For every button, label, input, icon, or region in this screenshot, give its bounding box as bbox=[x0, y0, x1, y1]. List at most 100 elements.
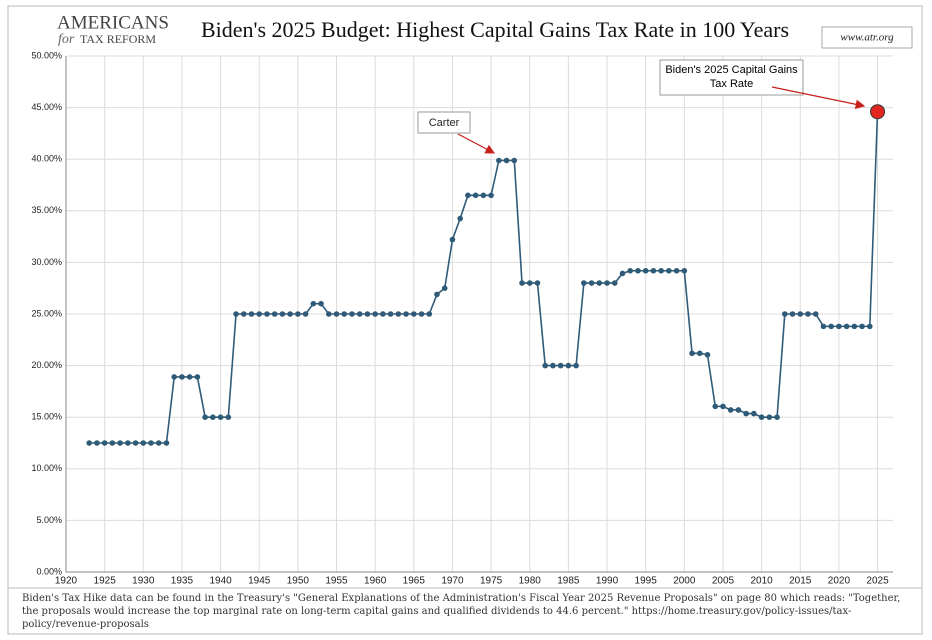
point bbox=[325, 311, 332, 317]
point bbox=[387, 311, 394, 317]
point bbox=[434, 291, 440, 298]
point bbox=[125, 440, 131, 446]
point bbox=[210, 414, 216, 421]
annotation-box bbox=[659, 59, 804, 96]
point bbox=[171, 374, 178, 380]
point bbox=[287, 311, 293, 317]
y-tick-label: 20.00% bbox=[31, 360, 62, 370]
point bbox=[179, 374, 185, 380]
point bbox=[658, 267, 664, 274]
point bbox=[496, 157, 502, 164]
point bbox=[109, 440, 116, 446]
y-tick-label: 15.00% bbox=[31, 412, 62, 422]
point bbox=[712, 403, 719, 410]
point bbox=[727, 407, 734, 413]
x-tick-label: 2010 bbox=[750, 576, 773, 587]
annotation-arrow bbox=[457, 133, 496, 154]
point bbox=[132, 440, 139, 446]
connector-line bbox=[869, 111, 879, 327]
highlight-label: Biden's 2025 Capital Gains Tax Rate bbox=[665, 64, 798, 90]
point bbox=[588, 280, 595, 286]
point bbox=[163, 440, 170, 446]
point bbox=[681, 267, 688, 274]
point bbox=[828, 323, 834, 330]
point bbox=[635, 267, 641, 274]
x-tick-label: 1990 bbox=[596, 576, 619, 587]
point bbox=[673, 267, 680, 274]
point bbox=[295, 311, 301, 317]
x-tick-label: 1980 bbox=[519, 576, 542, 587]
point bbox=[356, 311, 363, 317]
point bbox=[519, 280, 525, 286]
y-tick-label: 25.00% bbox=[31, 308, 62, 318]
point bbox=[696, 350, 703, 357]
point bbox=[511, 157, 518, 164]
annotation-box bbox=[417, 111, 471, 134]
point bbox=[789, 311, 796, 317]
point bbox=[604, 280, 610, 286]
point bbox=[774, 414, 780, 421]
point bbox=[465, 192, 471, 199]
x-tick-label: 1940 bbox=[209, 576, 232, 587]
x-tick-label: 1985 bbox=[557, 576, 580, 587]
point bbox=[318, 300, 324, 307]
x-tick-label: 1920 bbox=[55, 576, 78, 587]
highlight-point bbox=[870, 104, 886, 120]
point bbox=[735, 407, 742, 413]
point bbox=[364, 311, 371, 317]
point bbox=[619, 270, 626, 277]
point bbox=[573, 362, 579, 369]
x-tick-label: 2015 bbox=[789, 576, 812, 587]
point bbox=[411, 311, 417, 317]
point bbox=[526, 280, 533, 286]
point bbox=[372, 311, 378, 317]
point bbox=[86, 440, 92, 446]
point bbox=[117, 440, 123, 446]
point bbox=[418, 311, 425, 317]
point bbox=[797, 311, 804, 317]
point bbox=[225, 414, 232, 421]
point bbox=[550, 362, 556, 369]
y-tick-label: 0.00% bbox=[36, 566, 62, 576]
point bbox=[503, 157, 510, 164]
x-tick-label: 1945 bbox=[248, 576, 271, 587]
point bbox=[542, 362, 548, 369]
series-line bbox=[89, 159, 870, 444]
point bbox=[758, 414, 765, 421]
y-tick-label: 5.00% bbox=[36, 515, 62, 525]
y-tick-label: 45.00% bbox=[31, 102, 62, 112]
point bbox=[766, 414, 773, 421]
y-tick-label: 35.00% bbox=[31, 205, 62, 215]
point bbox=[805, 311, 811, 317]
x-tick-label: 1935 bbox=[171, 576, 194, 587]
annotation: Carter bbox=[429, 117, 460, 129]
annotation-arrow bbox=[771, 86, 866, 110]
point bbox=[851, 323, 858, 330]
point bbox=[565, 362, 572, 369]
point bbox=[155, 440, 162, 446]
y-tick-label: 40.00% bbox=[31, 154, 62, 164]
chart-title: Biden's 2025 Budget: Highest Capital Gai… bbox=[201, 17, 789, 42]
website: www.atr.org bbox=[840, 32, 894, 44]
point bbox=[596, 280, 603, 286]
point bbox=[302, 311, 309, 317]
point bbox=[781, 311, 788, 317]
point bbox=[380, 311, 386, 317]
point bbox=[256, 311, 263, 317]
point bbox=[186, 374, 193, 380]
x-tick-label: 1975 bbox=[480, 576, 503, 587]
point bbox=[457, 215, 463, 222]
point bbox=[836, 323, 842, 330]
point bbox=[743, 410, 749, 417]
logo-text: AMERICANS bbox=[57, 12, 169, 33]
footnote: Biden's Tax Hike data can be found in th… bbox=[22, 593, 901, 630]
point bbox=[557, 362, 564, 369]
x-tick-label: 1960 bbox=[364, 576, 387, 587]
point bbox=[650, 267, 657, 274]
x-tick-label: 1995 bbox=[635, 576, 658, 587]
logo-text: TAX REFORM bbox=[80, 32, 156, 46]
x-tick-label: 2000 bbox=[673, 576, 696, 587]
website-box bbox=[821, 26, 913, 49]
point bbox=[449, 236, 456, 243]
